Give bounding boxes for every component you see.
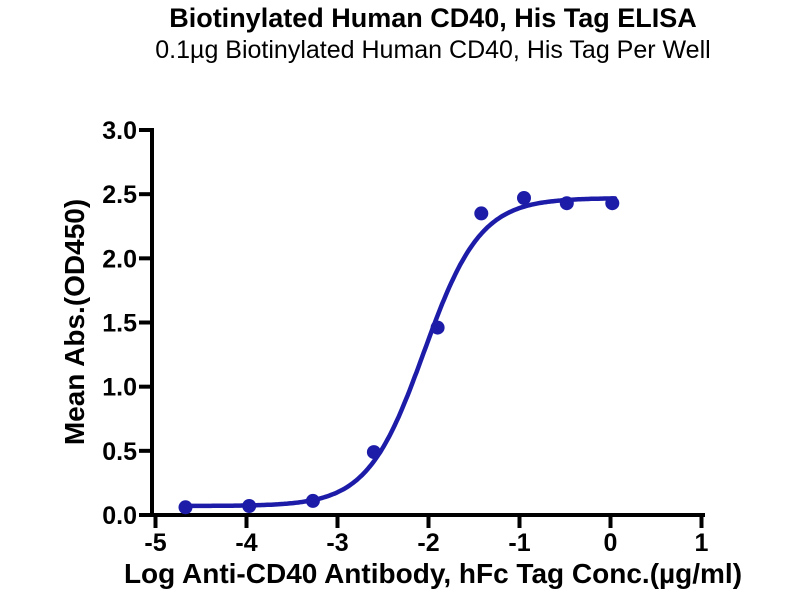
data-point: [605, 196, 620, 211]
axis-ticks: [139, 128, 704, 528]
axes: [150, 128, 705, 517]
y-axis-title: Mean Abs.(OD450): [59, 199, 90, 445]
y-tick-label: 3.0: [102, 117, 137, 145]
data-point: [559, 196, 574, 211]
y-tick-label: 2.0: [102, 245, 137, 273]
data-points: [178, 191, 620, 515]
data-point: [517, 191, 531, 205]
y-tick-label: 0.5: [102, 438, 137, 466]
y-tick-label: 2.5: [102, 181, 137, 209]
y-tick-label: 1.0: [102, 374, 137, 402]
fit-curve: [183, 196, 618, 509]
axis-tick-labels: -5 -4 -3 -2 -1 0 1 0.0 0.5 1.0 1.5 2.0 2.5 3.0: [102, 117, 708, 557]
x-tick-label: -3: [326, 529, 348, 557]
x-tick-label: 1: [695, 529, 709, 557]
data-point: [305, 493, 320, 508]
x-axis-title: Log Anti-CD40 Antibody, hFc Tag Conc.(µg…: [124, 558, 742, 589]
y-tick-label: 1.5: [102, 310, 137, 338]
dose-response-curve: [183, 196, 618, 509]
data-point: [474, 206, 489, 221]
data-point: [178, 500, 193, 515]
x-tick-label: 0: [604, 529, 618, 557]
data-point: [242, 499, 257, 513]
data-point: [366, 445, 381, 460]
y-tick-label: 0.0: [102, 502, 137, 530]
x-tick-label: -1: [508, 529, 530, 557]
x-tick-label: -2: [417, 529, 439, 557]
x-tick-label: -4: [235, 529, 257, 557]
data-point: [430, 320, 445, 335]
chart-subtitle: 0.1µg Biotinylated Human CD40, His Tag P…: [155, 36, 710, 64]
x-tick-label: -5: [144, 529, 166, 557]
chart-title: Biotinylated Human CD40, His Tag ELISA: [169, 3, 697, 33]
